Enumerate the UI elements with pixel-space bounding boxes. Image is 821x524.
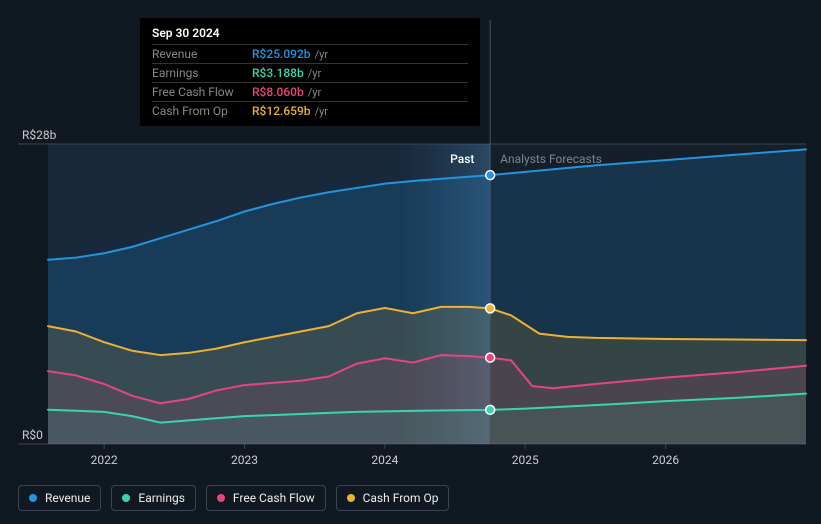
legend-dot-icon — [347, 494, 355, 502]
legend-item-label: Cash From Op — [363, 491, 439, 505]
tooltip-row-label: Earnings — [152, 66, 252, 80]
legend-item-label: Revenue — [45, 491, 90, 505]
x-axis-tick-label: 2025 — [512, 453, 539, 467]
y-axis-max-label: R$28b — [22, 128, 56, 142]
chart-tooltip: Sep 30 2024 RevenueR$25.092b/yrEarningsR… — [140, 18, 480, 126]
tooltip-row-label: Cash From Op — [152, 104, 252, 118]
legend-item-label: Free Cash Flow — [233, 491, 315, 505]
forecast-region-label: Analysts Forecasts — [500, 152, 602, 166]
legend-dot-icon — [122, 494, 130, 502]
legend-item[interactable]: Cash From Op — [336, 485, 450, 511]
x-axis-tick-label: 2024 — [371, 453, 398, 467]
tooltip-row-label: Revenue — [152, 47, 252, 61]
tooltip-row: Cash From OpR$12.659b/yr — [152, 101, 468, 120]
legend-dot-icon — [217, 494, 225, 502]
legend-item[interactable]: Free Cash Flow — [206, 485, 326, 511]
tooltip-row-unit: /yr — [308, 86, 321, 99]
tooltip-row-value: R$8.060b — [252, 85, 304, 99]
legend-dot-icon — [29, 494, 37, 502]
x-axis-tick-label: 2026 — [652, 453, 679, 467]
tooltip-row: EarningsR$3.188b/yr — [152, 63, 468, 82]
y-axis-min-label: R$0 — [22, 428, 43, 442]
tooltip-row-value: R$12.659b — [252, 104, 311, 118]
chart-legend: Revenue Earnings Free Cash Flow Cash From O… — [18, 485, 449, 511]
tooltip-row-unit: /yr — [315, 105, 328, 118]
tooltip-row-label: Free Cash Flow — [152, 85, 252, 99]
tooltip-row: Free Cash FlowR$8.060b/yr — [152, 82, 468, 101]
x-axis-tick-label: 2022 — [91, 453, 118, 467]
tooltip-title: Sep 30 2024 — [152, 26, 468, 40]
tooltip-row: RevenueR$25.092b/yr — [152, 44, 468, 63]
tooltip-row-unit: /yr — [308, 67, 321, 80]
tooltip-row-unit: /yr — [315, 48, 328, 61]
legend-item[interactable]: Revenue — [18, 485, 101, 511]
legend-item[interactable]: Earnings — [111, 485, 196, 511]
tooltip-row-value: R$3.188b — [252, 66, 304, 80]
legend-item-label: Earnings — [138, 491, 185, 505]
x-axis-tick-label: 2023 — [231, 453, 258, 467]
tooltip-row-value: R$25.092b — [252, 47, 311, 61]
past-region-label: Past — [450, 152, 474, 166]
